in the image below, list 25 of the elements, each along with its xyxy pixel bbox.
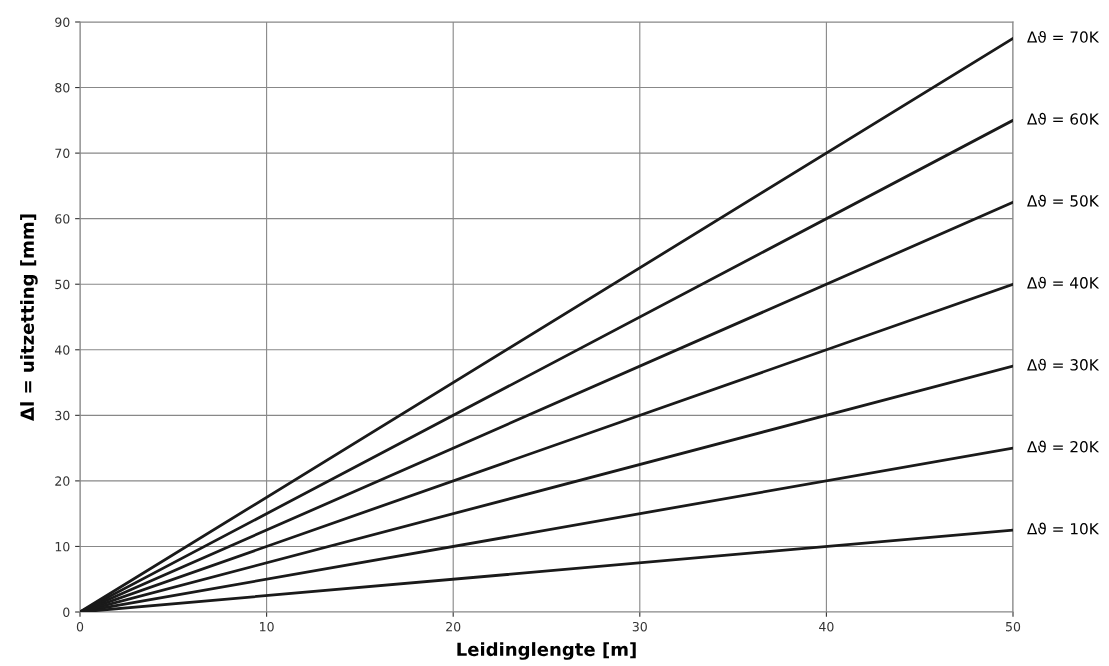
y-tick-label: 50 bbox=[55, 279, 70, 290]
series-label: Δϑ = 20K bbox=[1027, 440, 1100, 453]
y-tick-label: 70 bbox=[55, 148, 70, 159]
x-tick-label: 40 bbox=[819, 621, 834, 632]
y-tick-label: 30 bbox=[55, 410, 70, 421]
y-tick-label: 0 bbox=[63, 607, 70, 617]
x-tick-label: 50 bbox=[1006, 621, 1021, 632]
y-tick-label: 20 bbox=[55, 476, 70, 486]
y-axis-title: Δl = uitzetting [mm] bbox=[20, 214, 38, 421]
y-tick-label: 80 bbox=[55, 83, 70, 93]
series-label: Δϑ = 30K bbox=[1027, 358, 1100, 371]
x-tick-label: 30 bbox=[632, 621, 647, 632]
x-tick-label: 10 bbox=[260, 621, 274, 632]
y-tick-label: 60 bbox=[55, 214, 70, 224]
y-tick-label: 90 bbox=[55, 17, 70, 27]
x-tick-label: 20 bbox=[446, 621, 461, 632]
x-tick-label: 0 bbox=[76, 621, 84, 632]
x-axis-title: Leidinglengte [m] bbox=[457, 642, 636, 660]
series-label: Δϑ = 70K bbox=[1027, 30, 1100, 43]
y-tick-label: 10 bbox=[55, 541, 70, 552]
series-label: Δϑ = 60K bbox=[1027, 112, 1100, 125]
series-label: Δϑ = 10K bbox=[1027, 522, 1100, 535]
series-label: Δϑ = 40K bbox=[1027, 276, 1100, 289]
series-label: Δϑ = 50K bbox=[1027, 194, 1100, 207]
y-tick-label: 40 bbox=[54, 345, 70, 355]
